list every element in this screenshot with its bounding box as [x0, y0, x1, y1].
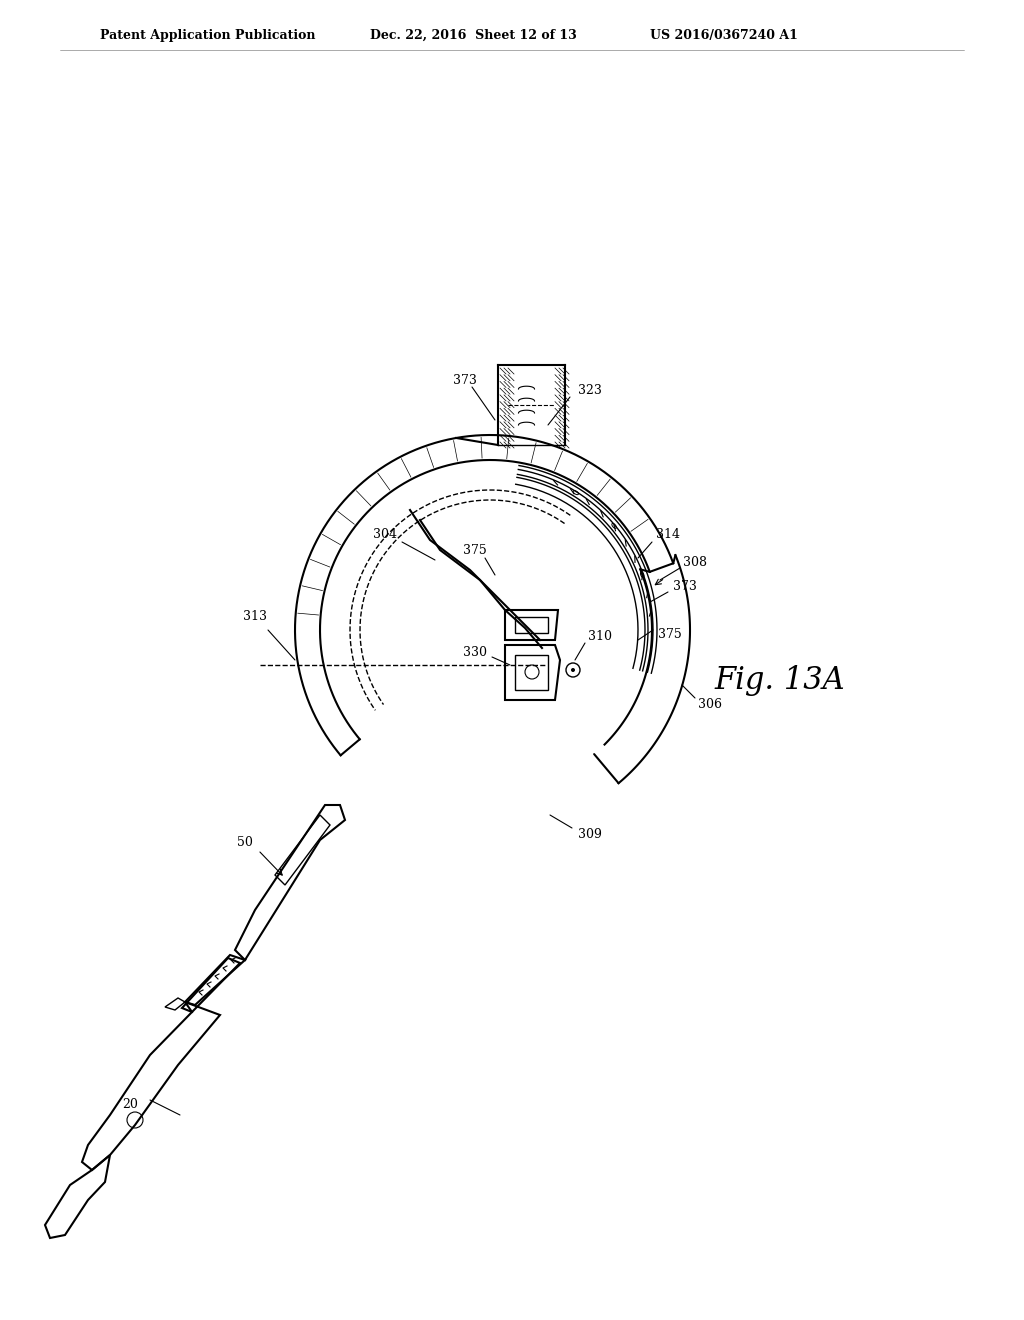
- Text: 375: 375: [658, 628, 682, 642]
- Text: Dec. 22, 2016  Sheet 12 of 13: Dec. 22, 2016 Sheet 12 of 13: [370, 29, 577, 41]
- Text: 314: 314: [656, 528, 680, 541]
- Text: 308: 308: [683, 556, 707, 569]
- Text: 313: 313: [243, 610, 267, 623]
- Text: 304: 304: [373, 528, 397, 541]
- Text: 306: 306: [698, 698, 722, 711]
- Text: 323: 323: [579, 384, 602, 396]
- Text: 20: 20: [122, 1098, 138, 1111]
- Text: 310: 310: [588, 631, 612, 644]
- Text: 373: 373: [673, 581, 697, 594]
- Text: 373: 373: [453, 374, 477, 387]
- Text: Fig. 13A: Fig. 13A: [715, 664, 846, 696]
- Text: US 2016/0367240 A1: US 2016/0367240 A1: [650, 29, 798, 41]
- Text: Patent Application Publication: Patent Application Publication: [100, 29, 315, 41]
- Text: 330: 330: [463, 647, 487, 660]
- Text: 309: 309: [579, 829, 602, 842]
- Circle shape: [571, 668, 575, 672]
- Text: 375: 375: [463, 544, 486, 557]
- Text: 50: 50: [238, 836, 253, 849]
